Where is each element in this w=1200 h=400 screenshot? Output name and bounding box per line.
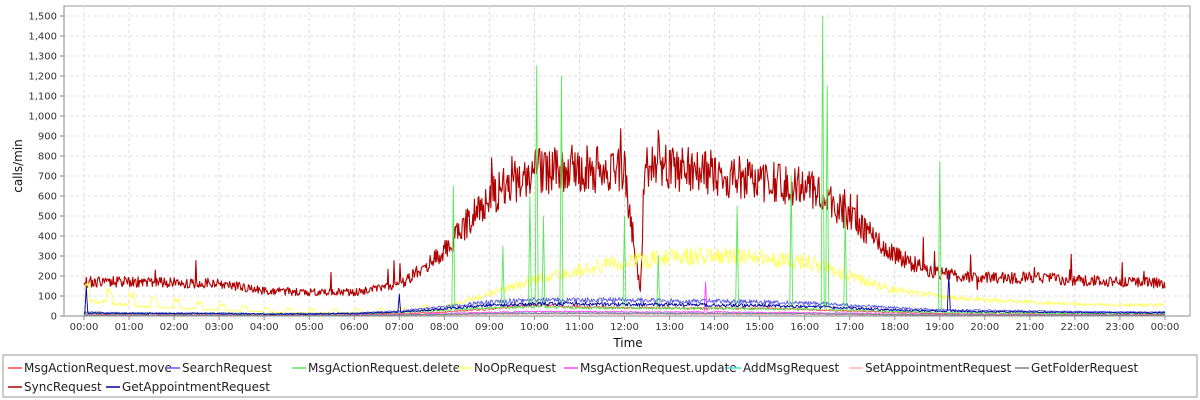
- x-tick-label: 19:00: [925, 322, 954, 333]
- legend-box: [2, 354, 1198, 398]
- x-tick-label: 05:00: [295, 322, 324, 333]
- x-tick-label: 17:00: [835, 322, 864, 333]
- legend-item-label: MsgActionRequest.update: [580, 361, 737, 375]
- y-tick-label: 300: [38, 252, 57, 263]
- x-tick-label: 06:00: [340, 322, 369, 333]
- x-tick-label: 12:00: [610, 322, 639, 333]
- legend-item-label: SearchRequest: [182, 361, 272, 375]
- series-line: [83, 246, 1166, 314]
- legend: MsgActionRequest.move SearchRequest MsgAct…: [2, 354, 1198, 398]
- y-tick-label: 200: [38, 272, 57, 283]
- y-tick-label: 1,100: [28, 92, 57, 103]
- y-tick-label: 900: [38, 132, 57, 143]
- legend-item-label: SetAppointmentRequest: [865, 361, 1012, 375]
- series-line: [83, 312, 1166, 317]
- legend-item-label: GetAppointmentRequest: [122, 380, 270, 394]
- series-line: [83, 15, 1166, 316]
- x-tick-label: 14:00: [700, 322, 729, 333]
- series-line: [83, 273, 1166, 316]
- legend-item-label: NoOpRequest: [474, 361, 556, 375]
- x-tick-label: 15:00: [745, 322, 774, 333]
- y-tick-label: 1,000: [28, 112, 57, 123]
- plot-area: [63, 5, 1191, 317]
- x-tick-label: 07:00: [385, 322, 414, 333]
- x-tick-label: 21:00: [1015, 322, 1044, 333]
- y-tick-label: 1,500: [28, 12, 57, 23]
- y-tick-label: 1,300: [28, 52, 57, 63]
- x-tick-label: 10:00: [520, 322, 549, 333]
- x-tick-label: 11:00: [565, 322, 594, 333]
- legend-item-label: GetFolderRequest: [1031, 361, 1139, 375]
- y-tick-label: 100: [38, 292, 57, 303]
- axis-layer: 0 100 200 300 400 500 600 700 800 900 1,000 1,100 1,…: [28, 6, 1190, 333]
- x-tick-label: 03:00: [205, 322, 234, 333]
- y-tick-label: 800: [38, 152, 57, 163]
- x-tick-label: 01:00: [115, 322, 144, 333]
- legend-item-label: MsgActionRequest.move: [24, 361, 172, 375]
- x-tick-label: 04:00: [250, 322, 279, 333]
- x-tick-label: 20:00: [970, 322, 999, 333]
- x-tick-label: 16:00: [790, 322, 819, 333]
- x-tick-label: 08:00: [430, 322, 459, 333]
- x-tick-label: 13:00: [655, 322, 684, 333]
- x-tick-label: 22:00: [1061, 322, 1090, 333]
- x-tick-label: 23:00: [1106, 322, 1135, 333]
- series-line: [83, 128, 1166, 297]
- y-tick-label: 600: [38, 192, 57, 203]
- x-tick-label: 09:00: [475, 322, 504, 333]
- y-tick-label: 1,400: [28, 32, 57, 43]
- y-tick-label: 1,200: [28, 72, 57, 83]
- x-tick-label: 00:00: [70, 322, 99, 333]
- legend-item-label: MsgActionRequest.delete: [308, 361, 460, 375]
- y-tick-label: 700: [38, 172, 57, 183]
- legend-item-label: SyncRequest: [24, 380, 102, 394]
- y-tick-label: 500: [38, 212, 57, 223]
- y-tick-label: 400: [38, 232, 57, 243]
- x-tick-label: 00:00: [1151, 322, 1180, 333]
- y-axis-title: calls/min: [11, 139, 25, 193]
- legend-item-label: AddMsgRequest: [743, 361, 839, 375]
- plot-layer: [63, 5, 1191, 317]
- x-axis-title: Time: [612, 336, 642, 350]
- x-tick-label: 18:00: [880, 322, 909, 333]
- y-tick-label: 0: [51, 312, 57, 323]
- x-tick-label: 02:00: [160, 322, 189, 333]
